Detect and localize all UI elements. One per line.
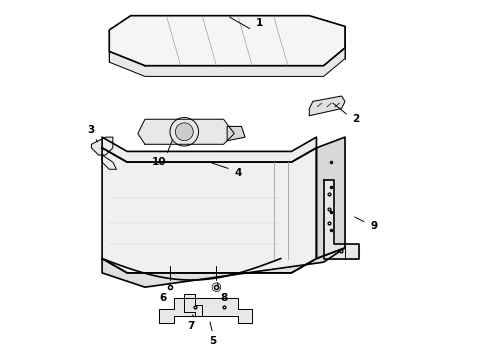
Text: 3: 3 [88,125,95,135]
Polygon shape [102,155,117,169]
Text: 7: 7 [188,321,195,332]
Circle shape [175,123,193,141]
Polygon shape [227,126,245,141]
Text: 10: 10 [152,157,167,167]
Polygon shape [309,96,345,116]
Polygon shape [184,294,202,316]
Polygon shape [109,48,345,76]
Polygon shape [159,298,252,323]
Text: 4: 4 [234,168,242,178]
Polygon shape [317,137,345,258]
Text: 9: 9 [370,221,377,231]
Polygon shape [102,248,345,287]
Polygon shape [92,137,113,155]
Polygon shape [138,119,234,144]
Polygon shape [109,16,345,66]
Text: 1: 1 [256,18,263,28]
Text: 8: 8 [220,293,227,303]
Polygon shape [323,180,359,258]
Text: 6: 6 [159,293,167,303]
Polygon shape [102,137,317,162]
Text: 2: 2 [352,114,359,124]
Polygon shape [102,148,317,273]
Text: 5: 5 [209,336,217,346]
